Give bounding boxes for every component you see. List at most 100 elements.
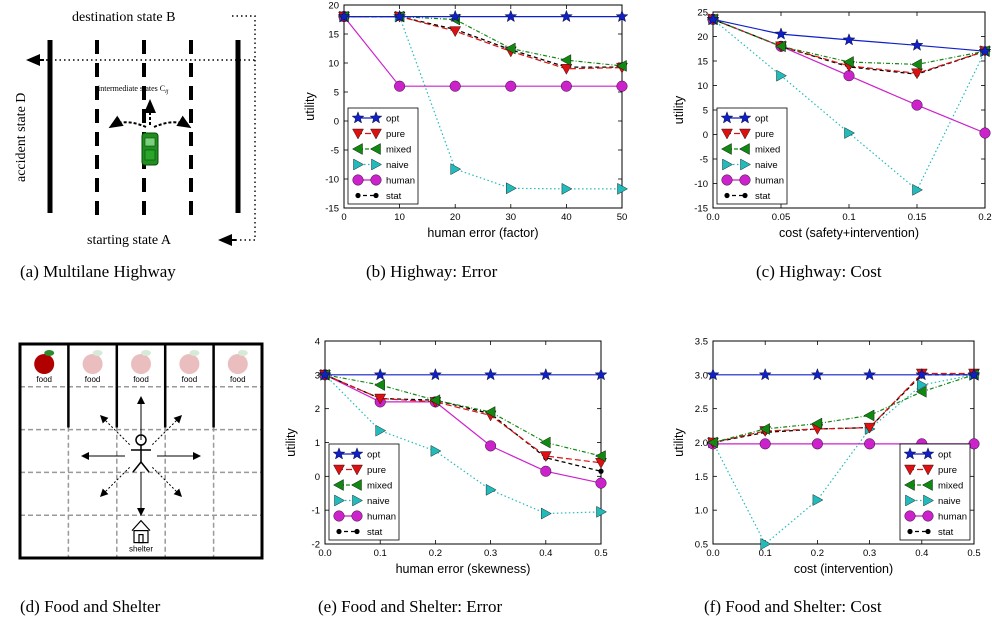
- data-point: [394, 80, 406, 92]
- data-point: [594, 368, 608, 381]
- legend-entry-mixed: mixed: [333, 479, 392, 492]
- data-point: [393, 9, 407, 23]
- data-point: [979, 127, 991, 139]
- legend-label: pure: [938, 465, 957, 476]
- x-tick-label: 0.0: [706, 212, 719, 223]
- legend-entry-opt: opt: [903, 447, 952, 461]
- data-point: [759, 438, 771, 450]
- food-label: food: [36, 375, 52, 384]
- data-point: [560, 64, 573, 75]
- data-point: [352, 494, 363, 507]
- x-tick-label: 0.5: [594, 548, 607, 559]
- legend-label: stat: [367, 527, 383, 538]
- data-point: [559, 9, 573, 23]
- legend-entry-human: human: [904, 510, 967, 523]
- data-point: [371, 158, 382, 171]
- data-point: [706, 368, 720, 381]
- food-shelter-diagram: food food food food food shelter: [18, 342, 264, 560]
- data-point: [504, 42, 516, 55]
- caption-d: (d) Food and Shelter: [20, 597, 161, 616]
- chart-highway-error: 0 10 20 30 40 50 -15 -10 -5 0 5 10 15 20 human error (…: [303, 1, 629, 240]
- x-tick-label: 0.1: [842, 212, 855, 223]
- legend-entry-opt: opt: [351, 111, 400, 125]
- series-line: [324, 374, 602, 457]
- chart-highway-cost: 0.0 0.05 0.1 0.15 0.2 -15 -10 -5 0 5 10 15 20 25 cost …: [672, 8, 992, 241]
- caption-f: (f) Food and Shelter: Cost: [704, 597, 882, 616]
- legend-label: stat: [938, 527, 954, 538]
- data-point: [616, 60, 627, 72]
- series-line: [712, 374, 974, 444]
- data-point: [318, 368, 332, 381]
- y-tick-label: 1: [315, 438, 320, 449]
- y-tick-label: 3.0: [695, 370, 708, 381]
- car-motion-arrows: [108, 99, 192, 129]
- faded-food-icon: [227, 350, 248, 374]
- data-point: [428, 368, 442, 381]
- legend-entry-stat: stat: [336, 527, 383, 538]
- data-point: [812, 494, 824, 506]
- data-point: [707, 436, 718, 449]
- series-line: [343, 16, 622, 87]
- y-tick-label: 2.0: [695, 438, 708, 449]
- y-tick-label: -10: [694, 179, 708, 190]
- data-point: [504, 9, 518, 23]
- data-point: [332, 447, 346, 460]
- legend-label: opt: [367, 450, 381, 461]
- accident-path: [38, 15, 256, 61]
- legend-entry-mixed: mixed: [904, 479, 963, 492]
- data-point: [484, 368, 498, 381]
- data-point: [903, 447, 917, 460]
- legend-entry-pure: pure: [352, 128, 405, 140]
- data-point: [352, 128, 364, 140]
- data-point: [720, 111, 734, 124]
- data-point: [738, 111, 752, 124]
- x-tick-label: 0.0: [706, 548, 719, 559]
- lane-dividers: [95, 40, 193, 215]
- data-point: [352, 143, 363, 155]
- y-tick-label: 0: [315, 472, 320, 483]
- data-point: [561, 183, 573, 195]
- food-label: food: [133, 375, 149, 384]
- legend-entry-pure: pure: [333, 464, 386, 476]
- data-point: [843, 70, 855, 82]
- data-point: [617, 183, 628, 195]
- y-tick-label: -15: [694, 204, 708, 215]
- data-point: [370, 128, 382, 140]
- y-tick-label: 1.0: [695, 506, 708, 517]
- data-point: [706, 12, 720, 25]
- legend: opt pure mixed naive human stat: [328, 443, 400, 541]
- chart-food-shelter-cost: 0.0 0.1 0.2 0.3 0.4 0.5 0.5 1.0 1.5 2.0 2.5 3.0 3.5 c…: [672, 337, 981, 577]
- data-point: [374, 379, 385, 391]
- data-point: [760, 538, 772, 550]
- legend-entry-human: human: [352, 174, 415, 187]
- y-tick-label: 3: [315, 370, 320, 381]
- y-tick-label: 4: [315, 337, 320, 348]
- series-line: [712, 374, 975, 444]
- legend-label: pure: [755, 129, 774, 140]
- y-tick-label: 25: [697, 8, 708, 19]
- data-point: [911, 99, 923, 111]
- y-tick-label: 1.5: [695, 472, 708, 483]
- x-tick-label: 50: [617, 212, 628, 223]
- legend-label: human: [386, 176, 415, 187]
- data-point: [907, 528, 913, 535]
- data-point: [430, 445, 442, 457]
- y-tick-label: 5: [703, 106, 708, 117]
- legend-label: naive: [386, 160, 409, 171]
- legend: opt pure mixed naive human stat: [899, 443, 971, 541]
- move-arrow: [151, 466, 183, 498]
- y-tick-label: 15: [697, 57, 708, 68]
- y-tick-label: 2.5: [695, 404, 708, 415]
- y-axis-label: utility: [303, 92, 317, 121]
- x-tick-label: 0.3: [863, 548, 876, 559]
- caption-e: (e) Food and Shelter: Error: [318, 597, 502, 616]
- y-axis-label: utility: [284, 428, 298, 457]
- x-tick-label: 0.1: [759, 548, 772, 559]
- data-point: [739, 174, 751, 186]
- data-point: [722, 158, 733, 171]
- data-point: [450, 163, 462, 175]
- legend-entry-opt: opt: [332, 447, 381, 461]
- data-point: [369, 111, 383, 124]
- legend-label: mixed: [367, 481, 392, 492]
- data-point: [721, 174, 733, 186]
